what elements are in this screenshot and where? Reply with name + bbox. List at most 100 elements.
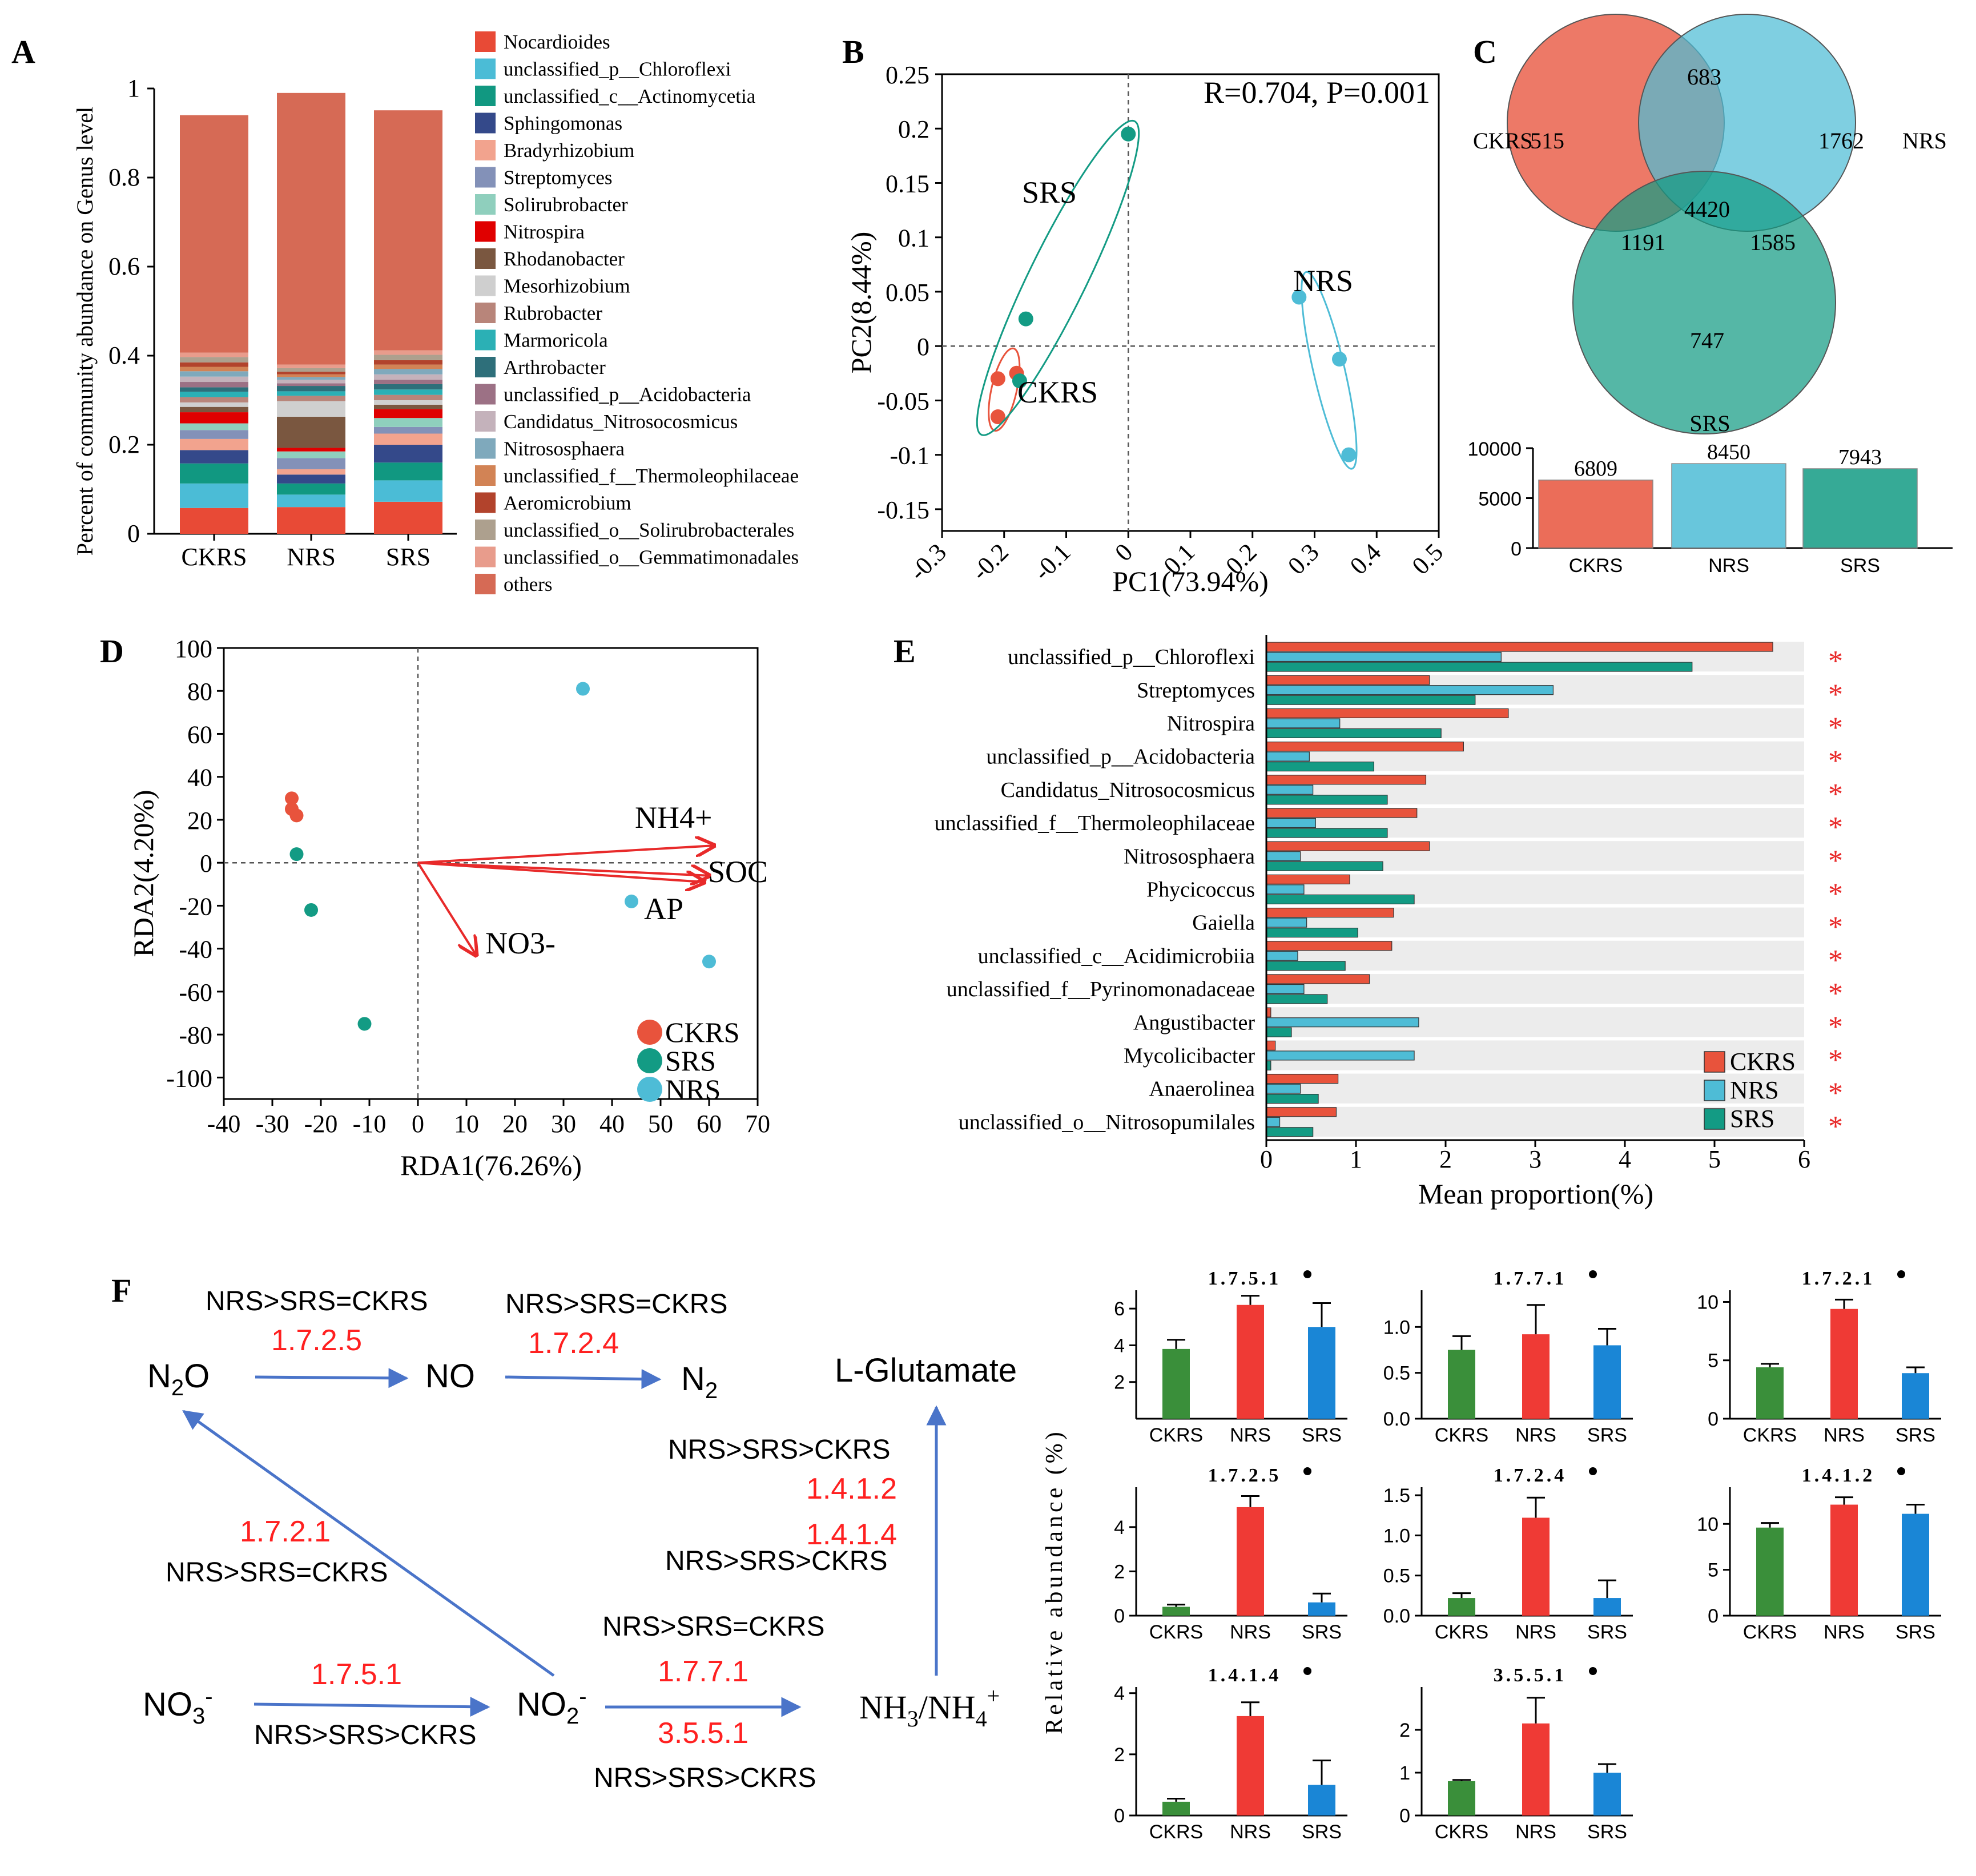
b-point — [1018, 311, 1033, 327]
a-bar-segment — [374, 364, 442, 369]
e-category-label: Nitrososphaera — [1124, 844, 1255, 868]
f-bar — [1830, 1309, 1858, 1419]
b-x-tick-label: -0.3 — [904, 538, 952, 586]
b-x-axis-label: PC1(73.94%) — [1112, 565, 1269, 597]
e-bar — [1266, 1040, 1276, 1051]
ec-1725: 1.7.2.5 — [271, 1324, 362, 1357]
node-n2o: N2O — [147, 1358, 210, 1400]
panel-label-c: C — [1473, 33, 1497, 70]
a-bar-segment — [180, 357, 248, 363]
f-bar — [1522, 1723, 1550, 1815]
b-x-tick-label: -0.1 — [1028, 538, 1076, 586]
d-legend-label: CKRS — [665, 1016, 740, 1048]
a-x-tick-label: SRS — [386, 543, 430, 571]
e-category-label: Streptomyces — [1137, 678, 1255, 702]
a-legend-label: Marmoricola — [504, 329, 608, 352]
f-y-tick-label: 4 — [1114, 1683, 1125, 1705]
e-bar — [1266, 675, 1430, 685]
a-legend-swatch — [475, 546, 496, 567]
e-bar — [1266, 795, 1388, 805]
d-legend-label: SRS — [665, 1045, 716, 1077]
e-bar — [1266, 1073, 1339, 1084]
f-significance-dot — [1303, 1270, 1311, 1278]
f-significance-dot — [1897, 1270, 1905, 1278]
b-y-tick-label: 0.2 — [898, 115, 929, 143]
f-subplot-title: 1.4.1.4 — [1208, 1665, 1282, 1686]
c-bar-value-label: 7943 — [1838, 445, 1882, 469]
e-bar — [1266, 1027, 1292, 1037]
e-bar — [1266, 1107, 1337, 1117]
f-subplot-1-4-1-2: 0 5 10 CKRS NRS SRS 1.4.1.2 — [1697, 1465, 1941, 1643]
a-y-tick-label: 0.6 — [108, 252, 140, 280]
f-x-tick-label: SRS — [1302, 1424, 1342, 1446]
a-bar-segment — [277, 380, 345, 384]
rel-1721: NRS>SRS=CKRS — [166, 1557, 388, 1588]
a-x-tick-label: NRS — [287, 543, 336, 571]
c-venn-only-nrs: 1762 — [1818, 128, 1864, 154]
e-bar — [1266, 662, 1693, 672]
e-bar — [1266, 861, 1383, 871]
f-bar — [1756, 1527, 1784, 1616]
e-bar — [1266, 927, 1358, 938]
a-legend-swatch — [475, 86, 496, 106]
b-confidence-ellipse — [976, 119, 1140, 436]
a-legend-label: Solirubrobacter — [504, 194, 628, 216]
b-y-tick-label: 0.25 — [886, 61, 929, 89]
c-venn-ckrs-nrs: 683 — [1687, 64, 1721, 90]
f-x-tick-label: CKRS — [1743, 1424, 1797, 1446]
f-y-tick-label: 2 — [1399, 1720, 1410, 1741]
a-bar-segment — [277, 92, 345, 365]
e-significance-star: * — [1828, 645, 1843, 678]
b-point — [990, 371, 1005, 387]
e-category-label: Gaiella — [1192, 911, 1255, 935]
panel-b-pcoa: -0.3 -0.2 -0.1 0 0.1 0.2 0.3 0.4 0.5 -0.15 -0.1 -0.… — [845, 61, 1448, 597]
d-y-tick-label: 40 — [187, 764, 212, 792]
d-point — [702, 955, 716, 969]
f-bar — [1593, 1598, 1621, 1616]
a-legend-label: Nitrososphaera — [504, 438, 625, 460]
e-bar — [1266, 894, 1415, 905]
d-vector-label: NO3- — [485, 926, 556, 960]
a-bar-segment — [180, 450, 248, 464]
d-vectors: NH4+ SOC AP NO3- — [417, 800, 768, 960]
f-y-tick-label: 6 — [1114, 1298, 1125, 1320]
a-legend-swatch — [475, 303, 496, 323]
e-bar — [1266, 1127, 1314, 1137]
a-bar-segment — [180, 430, 248, 439]
f-y-tick-label: 4 — [1114, 1517, 1125, 1539]
f-x-tick-label: NRS — [1824, 1621, 1865, 1643]
a-bar-segment — [374, 501, 442, 534]
f-subplot-1-7-2-5: 0 2 4 CKRS NRS SRS 1.7.2.5 — [1114, 1465, 1347, 1643]
a-bar-segment — [180, 392, 248, 397]
f-y-tick-label: 2 — [1114, 1744, 1125, 1766]
f-y-tick-label: 2 — [1114, 1561, 1125, 1583]
b-y-tick-label: 0.15 — [886, 170, 929, 198]
d-point — [285, 791, 299, 806]
d-points — [285, 682, 716, 1031]
f-x-tick-label: SRS — [1895, 1424, 1935, 1446]
f-y-tick-label: 0.5 — [1383, 1565, 1410, 1587]
e-bar — [1266, 1050, 1415, 1061]
f-y-tick-label: 1.0 — [1383, 1525, 1410, 1547]
b-y-tick-label: 0 — [917, 333, 929, 361]
a-legend-label: unclassified_c__Actinomycetia — [504, 85, 756, 107]
c-x-tick-label: SRS — [1840, 555, 1880, 577]
d-x-tick-label: 70 — [745, 1110, 770, 1138]
a-bar-segment — [180, 402, 248, 407]
c-y-tick-label: 10000 — [1467, 438, 1522, 460]
c-bar-value-label: 8450 — [1707, 440, 1750, 464]
panel-label-d: D — [100, 633, 124, 670]
a-bar-segment — [180, 423, 248, 430]
ec-1724: 1.7.2.4 — [528, 1327, 619, 1360]
a-bar-segment — [180, 412, 248, 424]
d-x-tick-label: 20 — [502, 1110, 528, 1138]
e-bar — [1266, 841, 1430, 851]
d-x-tick-label: 50 — [648, 1110, 673, 1138]
e-bar — [1266, 884, 1305, 895]
f-bar — [1162, 1801, 1190, 1815]
c-venn-ckrs-srs: 1191 — [1621, 230, 1666, 255]
a-legend-label: Arthrobacter — [504, 356, 606, 379]
f-significance-dot — [1589, 1270, 1597, 1278]
b-x-tick-label: 0.3 — [1282, 538, 1325, 580]
